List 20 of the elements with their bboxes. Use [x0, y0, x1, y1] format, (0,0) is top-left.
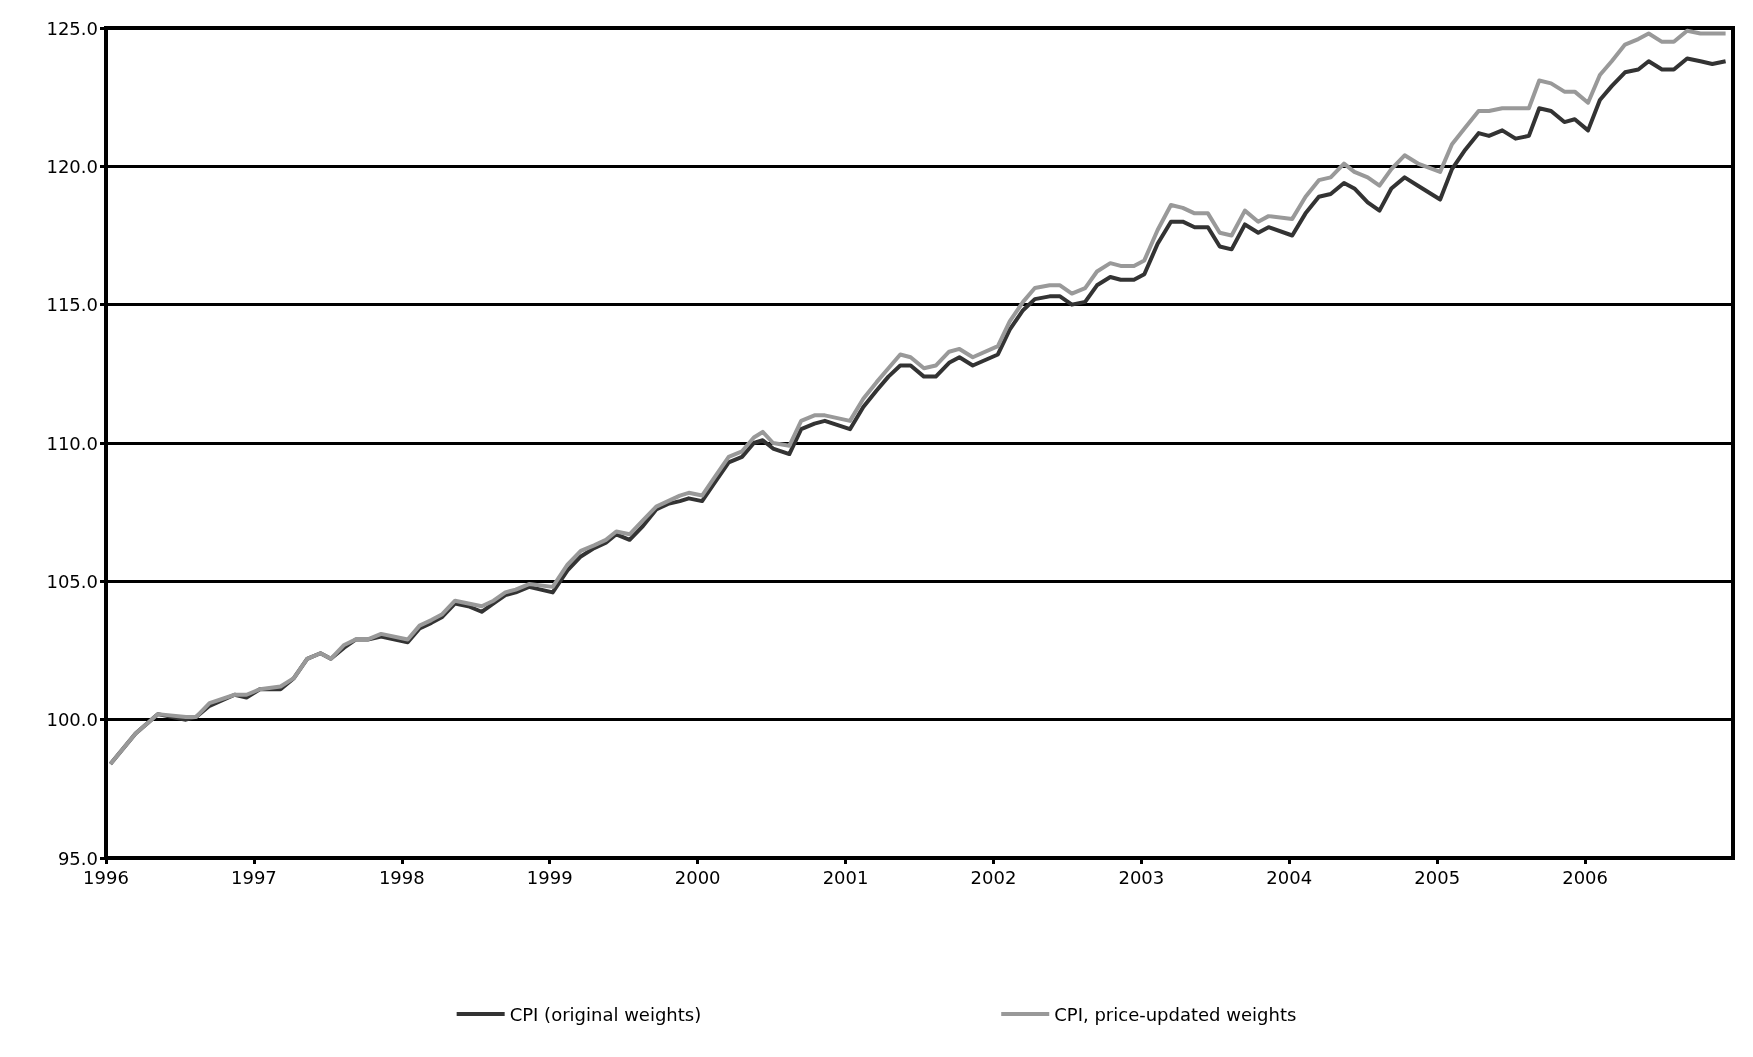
- x-tick-label: 2005: [1414, 866, 1461, 888]
- y-tick-label: 95.0: [57, 847, 98, 869]
- y-tick-label: 125.0: [46, 17, 98, 39]
- y-tick-label: 105.0: [46, 570, 98, 592]
- legend-label: CPI, price-updated weights: [1054, 1003, 1297, 1025]
- x-tick-label: 1996: [83, 866, 129, 888]
- y-tick-label: 100.0: [46, 709, 98, 731]
- x-tick-label: 2004: [1266, 866, 1313, 888]
- x-tick-label: 1999: [526, 866, 573, 888]
- x-tick-label: 2002: [970, 866, 1017, 888]
- y-tick-label: 110.0: [46, 432, 98, 454]
- legend-label: CPI (original weights): [509, 1003, 702, 1025]
- x-tick-label: 2006: [1562, 866, 1608, 888]
- x-tick-label: 2003: [1118, 866, 1165, 888]
- y-tick-label: 120.0: [46, 155, 98, 177]
- x-tick-label: 1998: [378, 866, 425, 888]
- y-tick-label: 115.0: [46, 294, 98, 316]
- x-tick-label: 2001: [822, 866, 869, 888]
- x-tick-label: 1997: [231, 866, 277, 888]
- x-tick-label: 2000: [674, 866, 721, 888]
